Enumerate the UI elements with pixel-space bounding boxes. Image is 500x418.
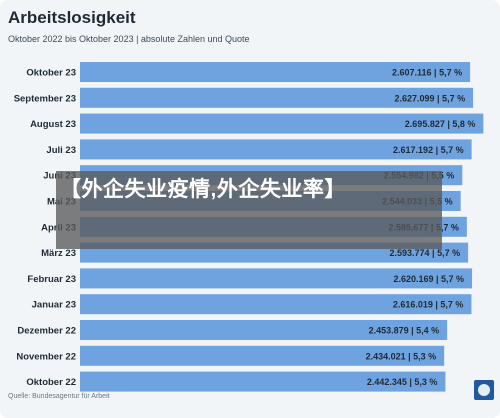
category-label-1: Oktober 23 bbox=[26, 68, 76, 79]
data-label-2: 2.627.099 | 5,7 % bbox=[395, 93, 466, 103]
data-label-11: 2.453.879 | 5,4 % bbox=[369, 326, 440, 336]
bar-2 bbox=[80, 87, 474, 108]
data-label-12: 2.434.021 | 5,3 % bbox=[366, 351, 437, 361]
bar-12 bbox=[80, 345, 445, 366]
data-label-9: 2.620.169 | 5,7 % bbox=[393, 274, 464, 284]
category-label-10: Januar 23 bbox=[32, 300, 76, 311]
category-label-9: Februar 23 bbox=[27, 274, 76, 285]
bar-13 bbox=[80, 371, 446, 392]
bar-9 bbox=[80, 268, 473, 289]
bar-11 bbox=[80, 320, 448, 340]
bar-1 bbox=[80, 62, 471, 82]
data-label-13: 2.442.345 | 5,3 % bbox=[367, 377, 438, 387]
category-label-13: Oktober 22 bbox=[26, 377, 76, 388]
data-label-8: 2.593.774 | 5,7 % bbox=[390, 248, 461, 258]
chart-title: Arbeitslosigkeit bbox=[8, 8, 136, 27]
chart-source: Quelle: Bundesagentur für Arbeit bbox=[8, 393, 110, 400]
category-label-4: Juli 23 bbox=[46, 145, 76, 156]
bar-10 bbox=[80, 294, 472, 315]
chart-subtitle: Oktober 2022 bis Oktober 2023 | absolute… bbox=[8, 34, 250, 44]
data-label-4: 2.617.192 | 5,7 % bbox=[393, 145, 464, 155]
bar-3 bbox=[80, 113, 484, 134]
data-label-10: 2.616.019 | 5,7 % bbox=[393, 300, 464, 310]
data-label-3: 2.695.827 | 5,8 % bbox=[405, 119, 476, 129]
category-label-11: Dezember 22 bbox=[17, 326, 76, 337]
overlay-banner bbox=[56, 171, 442, 249]
category-label-8: März 23 bbox=[41, 248, 76, 259]
category-label-3: August 23 bbox=[30, 119, 76, 130]
logo-icon bbox=[474, 380, 494, 400]
data-label-1: 2.607.116 | 5,7 % bbox=[392, 68, 462, 78]
bar-4 bbox=[80, 139, 472, 160]
category-label-2: September 23 bbox=[14, 93, 76, 104]
overlay-headline: 【外企失业疫情,外企失业率】 bbox=[60, 178, 346, 201]
category-label-12: November 22 bbox=[16, 351, 76, 362]
